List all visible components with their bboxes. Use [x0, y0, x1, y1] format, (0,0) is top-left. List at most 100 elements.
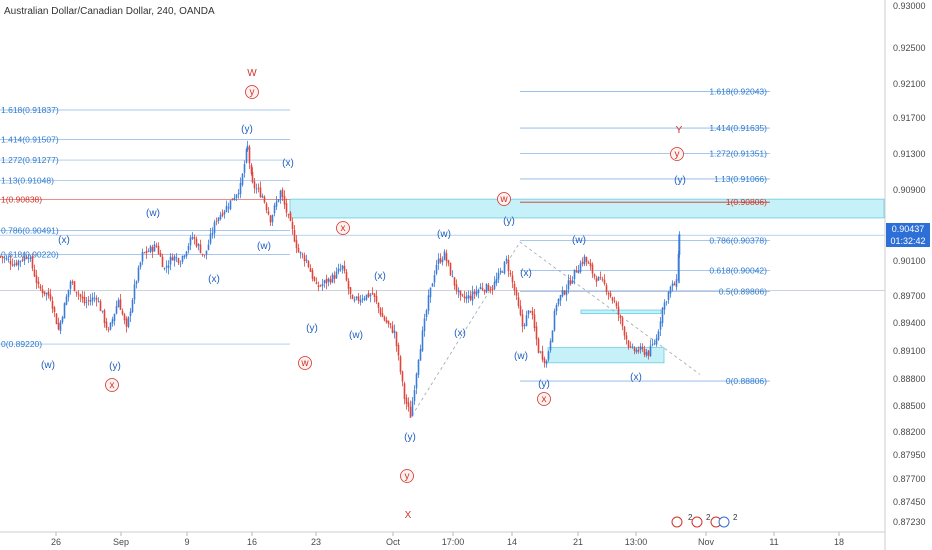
candle-body [673, 283, 676, 286]
candle-body [205, 250, 208, 255]
candle-body [395, 332, 398, 347]
price-tick-label: 0.89100 [893, 346, 926, 356]
candle-body [435, 264, 438, 274]
candle-body [11, 264, 14, 266]
flag-icon[interactable] [671, 516, 683, 528]
candle-body [147, 251, 150, 252]
candle-body [269, 215, 272, 223]
candle-body [573, 269, 576, 280]
candle-body [417, 360, 420, 375]
candle-body [193, 237, 196, 240]
candle-body [475, 291, 478, 296]
candle-body [265, 203, 268, 211]
candle-body [467, 295, 470, 299]
candle-body [83, 296, 86, 304]
candle-body [273, 205, 276, 214]
candle-body [431, 283, 434, 287]
candle-body [627, 340, 630, 348]
time-axis[interactable]: 26 Sep 9 16 23 Oct 17:00 14 21 13:00 Nov 11 18 [51, 532, 844, 547]
candle-body [461, 294, 464, 296]
fib-label-left: 0.618(0.90220) [1, 250, 59, 260]
candle-body [555, 304, 558, 312]
wave-label: (w) [349, 330, 363, 341]
time-tick-label: Oct [386, 537, 401, 547]
candle-body [651, 344, 654, 346]
candle-body [433, 275, 436, 283]
price-axis[interactable]: 0.93000 0.92500 0.92100 0.91700 0.91300 0.909… [893, 1, 926, 527]
candle-body [17, 260, 20, 266]
time-tick-label: 14 [507, 537, 517, 547]
wave-label: (y) [109, 361, 121, 372]
event-icons[interactable]: 2 2 2 [671, 513, 738, 528]
candle-body [295, 240, 298, 249]
candle-body [631, 346, 634, 348]
candle-body [159, 252, 162, 257]
candle-body [299, 252, 302, 254]
candle-body [619, 315, 622, 318]
flag-icon[interactable] [691, 516, 703, 528]
candle-body [3, 257, 6, 259]
candle-body [215, 221, 218, 222]
candle-body [423, 318, 426, 332]
wave-label: (w) [41, 360, 55, 371]
candle-body [227, 207, 230, 209]
candle-body [201, 253, 204, 255]
wave-label: (w) [437, 229, 451, 240]
wave-label: (w) [257, 241, 271, 252]
candle-body [523, 325, 526, 326]
candle-body [419, 349, 422, 361]
candle-body [0, 256, 2, 257]
time-tick-label: 21 [573, 537, 583, 547]
candle-body [121, 310, 124, 315]
wave-label: (y) [538, 379, 550, 390]
candle-body [519, 305, 522, 315]
candle-body [105, 321, 108, 329]
flag-icon[interactable] [718, 516, 730, 528]
candle-body [143, 252, 146, 254]
price-tick-label: 0.88800 [893, 374, 926, 384]
candle-body [365, 294, 368, 300]
candle-body [625, 335, 628, 340]
candle-body [527, 310, 530, 315]
candle-body [501, 271, 504, 273]
candle-body [529, 311, 532, 313]
candle-body [250, 165, 253, 174]
candle-body [321, 283, 324, 287]
candle-body [629, 346, 632, 348]
candle-body [283, 195, 286, 205]
candle-body [381, 313, 384, 318]
wave-circle-marker [537, 392, 551, 406]
candle-body [341, 265, 344, 269]
candle-body [65, 296, 68, 305]
candle-body [233, 197, 236, 200]
candle-body [79, 294, 82, 297]
candle-body [591, 264, 594, 274]
candle-body [499, 270, 502, 272]
candle-body [443, 251, 446, 260]
candle-body [643, 348, 646, 355]
candle-body [605, 285, 608, 293]
candle-body [563, 291, 566, 295]
candle-body [349, 287, 352, 294]
candle-body [465, 296, 468, 300]
candle-body [248, 146, 251, 164]
candle-body [291, 221, 294, 230]
candle-body [167, 265, 170, 269]
candle-body [113, 313, 116, 321]
candle-body [481, 288, 484, 290]
candle-body [357, 296, 360, 301]
candle-body [223, 211, 226, 215]
candle-body [319, 285, 322, 287]
wave-label-minor: y [405, 471, 410, 482]
candle-body [545, 361, 548, 365]
fib-label-left: 1.414(0.91507) [1, 135, 59, 145]
wave-circle-marker [105, 378, 119, 392]
candle-body [209, 233, 212, 244]
price-zone [580, 309, 662, 315]
candle-body [13, 264, 16, 266]
candle-body [19, 260, 22, 262]
candle-body [263, 196, 266, 203]
candle-body [271, 214, 274, 223]
candle-body [1, 256, 4, 258]
